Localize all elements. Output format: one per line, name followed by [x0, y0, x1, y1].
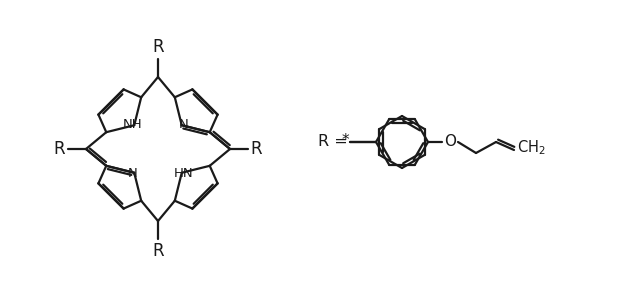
Text: *: * [341, 133, 349, 148]
Text: R: R [54, 140, 65, 158]
Text: N: N [179, 118, 189, 131]
Text: O: O [444, 133, 456, 148]
Text: R: R [152, 38, 164, 56]
Text: R =: R = [318, 133, 348, 148]
Text: CH$_2$: CH$_2$ [517, 139, 546, 157]
Text: R: R [251, 140, 262, 158]
Text: NH: NH [122, 118, 142, 131]
Text: N: N [127, 167, 137, 180]
Text: HN: HN [174, 167, 193, 180]
Text: R: R [152, 241, 164, 260]
